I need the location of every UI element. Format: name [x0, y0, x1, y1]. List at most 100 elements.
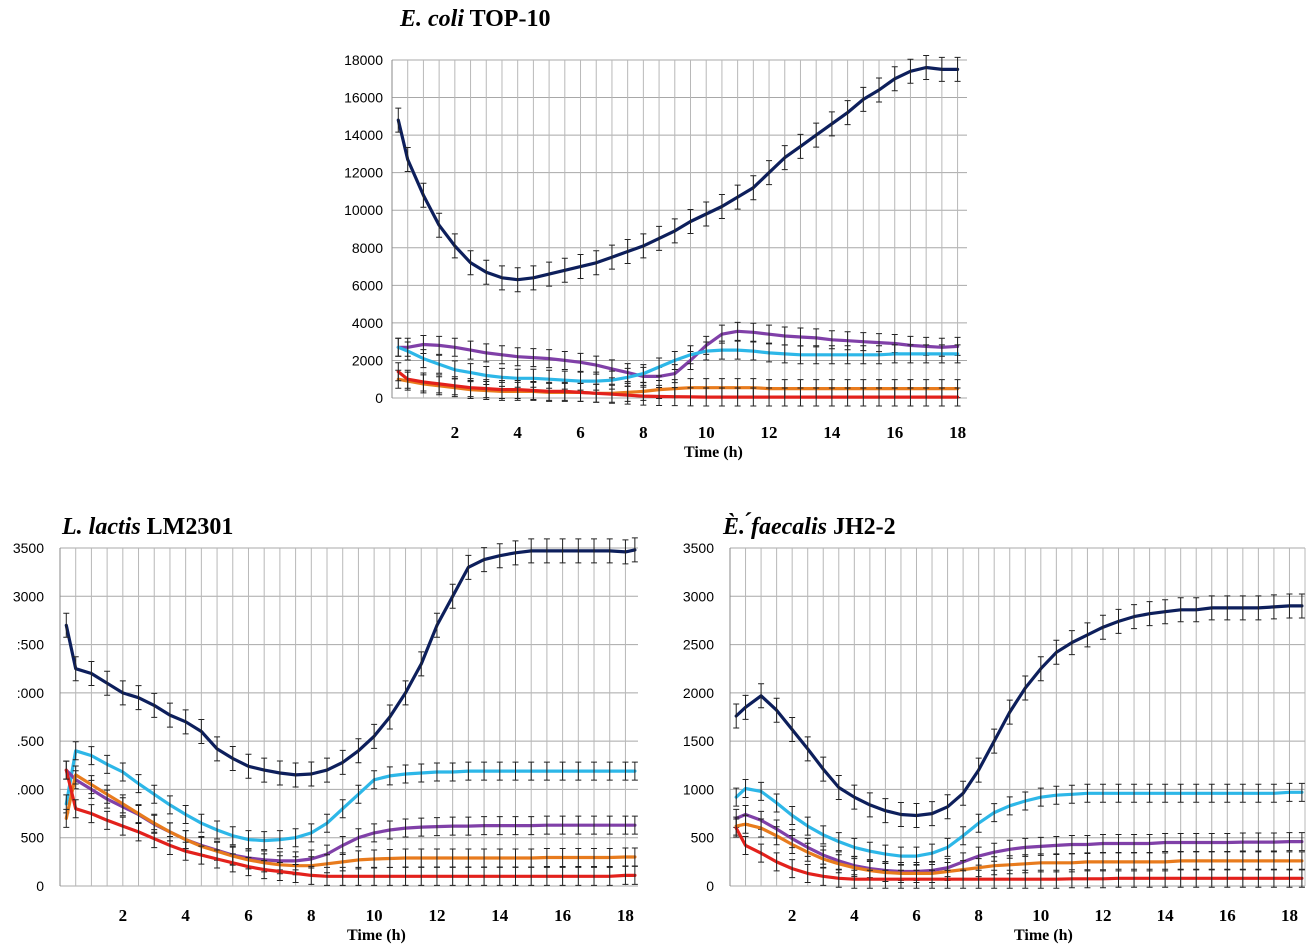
llactis-error-bar — [528, 866, 535, 886]
panel-title-efaecalis-strain: JH2-2 — [826, 514, 896, 540]
ecoli-error-bar — [546, 381, 553, 401]
efaecalis-error-bar — [733, 703, 740, 729]
efaecalis-error-bar — [789, 859, 796, 879]
llactis-error-bar — [496, 543, 503, 569]
efaecalis-error-bar — [1084, 622, 1091, 648]
llactis-y-tick-label: .000 — [17, 781, 44, 797]
efaecalis-y-tick-label: 3000 — [683, 588, 714, 604]
efaecalis-error-bar — [851, 869, 858, 889]
llactis-error-bar — [308, 823, 315, 843]
llactis-error-bar — [198, 845, 205, 865]
panel-title-efaecalis-species: È. ́faecalis — [723, 514, 827, 540]
ecoli-error-bar — [781, 387, 788, 407]
panel-title-ecoli-strain: TOP-10 — [464, 6, 551, 32]
efaecalis-error-bar — [773, 826, 780, 846]
llactis-error-bar — [355, 866, 362, 886]
efaecalis-error-bar — [1053, 639, 1060, 665]
llactis-error-bar — [339, 749, 346, 775]
ecoli-error-bar — [844, 100, 851, 126]
efaecalis-error-bar — [1239, 868, 1246, 888]
llactis-error-bar — [386, 766, 393, 786]
efaecalis-error-bar — [897, 802, 904, 828]
efaecalis-error-bar — [1131, 783, 1138, 803]
ecoli-error-bar — [891, 344, 898, 364]
llactis-x-tick-label: 10 — [366, 906, 383, 925]
ecoli-x-tick-label: 10 — [698, 423, 715, 442]
llactis-error-bar — [622, 539, 629, 565]
efaecalis-error-bar — [1037, 787, 1044, 807]
llactis-x-tick-label: 4 — [181, 906, 190, 925]
ecoli-error-bar — [813, 345, 820, 365]
efaecalis-error-bar — [975, 757, 982, 783]
llactis-error-bar — [355, 784, 362, 804]
ecoli-x-tick-label: 2 — [451, 423, 460, 442]
llactis-error-bar — [575, 866, 582, 886]
efaecalis-error-bar — [1162, 599, 1169, 625]
ecoli-y-tick-label: 14000 — [344, 127, 383, 143]
efaecalis-y-tick-label: 3500 — [683, 540, 714, 556]
ecoli-error-bar — [813, 387, 820, 407]
efaecalis-error-bar — [789, 717, 796, 743]
efaecalis-error-bar — [882, 869, 889, 889]
llactis-y-tick-label: 3500 — [13, 540, 44, 556]
llactis-y-tick-label: :500 — [17, 637, 44, 653]
efaecalis-error-bar — [1162, 783, 1169, 803]
efaecalis-error-bar — [1208, 783, 1215, 803]
ecoli-error-bar — [703, 341, 710, 361]
efaecalis-error-bar — [929, 869, 936, 889]
llactis-error-bar — [339, 799, 346, 819]
efaecalis-error-bar — [742, 778, 749, 798]
efaecalis-x-tick-label: 14 — [1157, 906, 1175, 925]
efaecalis-error-bar — [1270, 594, 1277, 620]
llactis-error-bar — [63, 760, 70, 780]
efaecalis-error-bar — [1298, 868, 1305, 888]
llactis-error-bar — [88, 661, 95, 687]
ecoli-error-bar — [750, 322, 757, 342]
ecoli-error-bar — [813, 122, 820, 148]
efaecalis-error-bar — [991, 728, 998, 754]
llactis-error-bar — [465, 761, 472, 781]
llactis-x-tick-label: 2 — [119, 906, 128, 925]
llactis-error-bar — [135, 685, 142, 711]
llactis-error-bar — [449, 583, 456, 609]
efaecalis-error-bar — [1115, 868, 1122, 888]
ecoli-y-tick-label: 18000 — [344, 52, 383, 68]
efaecalis-error-bar — [1084, 869, 1091, 889]
llactis-error-bar — [418, 651, 425, 677]
efaecalis-error-bar — [1099, 869, 1106, 889]
chart-ecoli: 0 2000 4000 6000 8000 10000 12000 14000 16000 180… — [0, 0, 1308, 470]
ecoli-error-bar — [828, 111, 835, 137]
ecoli-error-bar — [671, 387, 678, 407]
efaecalis-x-tick-label: 10 — [1032, 906, 1049, 925]
llactis-error-bar — [631, 761, 638, 781]
efaecalis-error-bar — [1255, 783, 1262, 803]
llactis-error-bar — [496, 816, 503, 836]
llactis-error-bar — [631, 815, 638, 835]
llactis-error-bar — [119, 816, 126, 836]
llactis-error-bar — [324, 813, 331, 833]
ecoli-error-bar — [860, 86, 867, 112]
llactis-error-bar — [418, 866, 425, 886]
efaecalis-error-bar — [1099, 614, 1106, 640]
efaecalis-error-bar — [1239, 832, 1246, 852]
llactis-y-tick-label: 500 — [21, 830, 45, 846]
llactis-error-bar — [88, 775, 95, 795]
ecoli-error-bar — [687, 387, 694, 407]
llactis-error-bar — [261, 757, 268, 783]
ecoli-x-tick-label: 8 — [639, 423, 648, 442]
ecoli-error-bar — [624, 385, 631, 405]
ecoli-error-bar — [954, 387, 961, 407]
llactis-error-bar — [481, 547, 488, 573]
efaecalis-error-bar — [944, 837, 951, 857]
llactis-error-bar — [622, 815, 629, 835]
llactis-error-bar — [245, 753, 252, 779]
llactis-error-bar — [591, 848, 598, 868]
llactis-error-bar — [198, 718, 205, 744]
ecoli-error-bar — [766, 387, 773, 407]
llactis-error-bar — [433, 817, 440, 837]
llactis-error-bar — [371, 723, 378, 749]
efaecalis-error-bar — [1131, 868, 1138, 888]
efaecalis-error-bar — [773, 793, 780, 813]
efaecalis-error-bar — [789, 806, 796, 826]
